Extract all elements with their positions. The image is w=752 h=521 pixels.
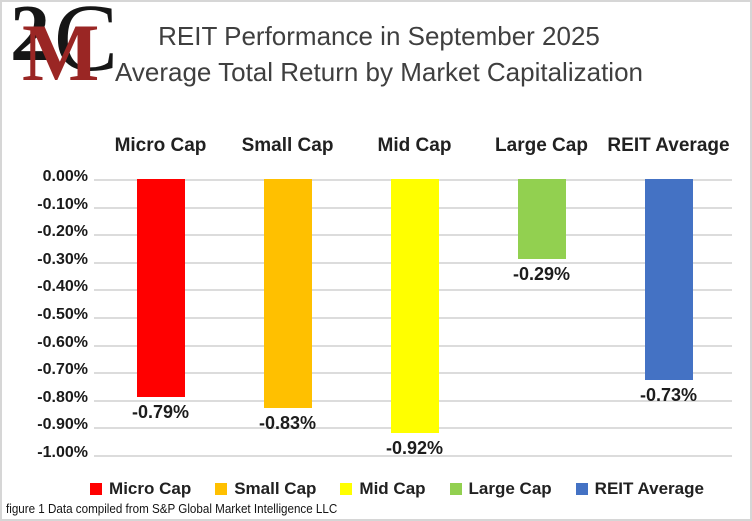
logo-letter-c: C	[54, 0, 119, 91]
category-label-reit-average: REIT Average	[607, 135, 730, 156]
legend-item-micro-cap: Micro Cap	[90, 479, 191, 499]
y-tick-label: -0.60%	[37, 333, 88, 351]
logo-letter-m: M	[22, 7, 100, 98]
y-tick-label: -0.70%	[37, 361, 88, 379]
legend-label: Micro Cap	[109, 479, 192, 498]
data-label-micro-cap: -0.79%	[131, 402, 190, 422]
legend-swatch-icon	[449, 483, 462, 495]
legend: Micro Cap Small Cap Mid Cap Large Cap RE…	[52, 479, 742, 499]
data-label-reit-average: -0.73%	[639, 385, 698, 405]
bar-rect-small-cap	[263, 179, 312, 408]
chart-title-line1: REIT Performance in September 2025	[158, 21, 600, 51]
bar-rect-mid-cap	[390, 179, 439, 433]
legend-label: REIT Average	[594, 479, 704, 498]
data-label-large-cap: -0.29%	[512, 264, 571, 284]
gridline	[94, 455, 732, 457]
bar-micro-cap: -0.79%	[132, 179, 189, 422]
y-tick-label: -1.00%	[37, 444, 88, 461]
y-axis: 0.00% -0.10% -0.20% -0.30% -0.40% -0.50%…	[2, 168, 88, 461]
legend-item-large-cap: Large Cap	[449, 479, 552, 499]
figure-caption: figure 1 Data compiled from S&P Global M…	[6, 502, 338, 516]
plot-area: -0.79% -0.83% -0.92% -0.29% -0.73%	[94, 179, 732, 458]
legend-swatch-icon	[575, 483, 588, 495]
bar-mid-cap: -0.92%	[386, 179, 443, 458]
y-tick-label: -0.90%	[37, 416, 88, 434]
chart-title: REIT Performance in September 2025 Avera…	[94, 18, 664, 90]
bar-rect-micro-cap	[136, 179, 185, 397]
legend-swatch-icon	[90, 483, 103, 495]
bar-reit-average: -0.73%	[640, 179, 697, 405]
y-tick-label: -0.80%	[37, 388, 88, 406]
y-tick-label: 0.00%	[42, 168, 88, 185]
legend-label: Mid Cap	[359, 479, 426, 498]
category-axis: Micro Cap Small Cap Mid Cap Large Cap RE…	[97, 135, 732, 163]
category-label-small-cap: Small Cap	[241, 135, 334, 156]
legend-swatch-icon	[340, 483, 353, 495]
category-label-large-cap: Large Cap	[495, 135, 588, 156]
bar-rect-reit-average	[644, 179, 693, 380]
category-label-mid-cap: Mid Cap	[377, 135, 452, 156]
chart-title-line2: Average Total Return by Market Capitaliz…	[115, 57, 643, 87]
legend-item-small-cap: Small Cap	[215, 479, 316, 499]
data-label-mid-cap: -0.92%	[385, 438, 444, 458]
y-tick-label: -0.30%	[37, 250, 88, 268]
bar-large-cap: -0.29%	[513, 179, 570, 284]
y-tick-label: -0.50%	[37, 306, 88, 323]
legend-label: Small Cap	[234, 479, 317, 498]
y-tick-label: -0.20%	[37, 223, 88, 241]
legend-label: Large Cap	[468, 479, 552, 498]
legend-swatch-icon	[215, 483, 228, 495]
bar-small-cap: -0.83%	[259, 179, 316, 433]
legend-item-mid-cap: Mid Cap	[340, 479, 426, 499]
y-tick-label: -0.40%	[37, 278, 88, 296]
bar-rect-large-cap	[517, 179, 566, 259]
company-logo: 2 C M	[10, 2, 122, 106]
category-label-micro-cap: Micro Cap	[114, 135, 207, 156]
y-tick-label: -0.10%	[37, 195, 88, 213]
logo-letter-2: 2	[10, 0, 50, 78]
data-label-small-cap: -0.83%	[258, 413, 317, 433]
legend-item-reit-average: REIT Average	[575, 479, 704, 499]
